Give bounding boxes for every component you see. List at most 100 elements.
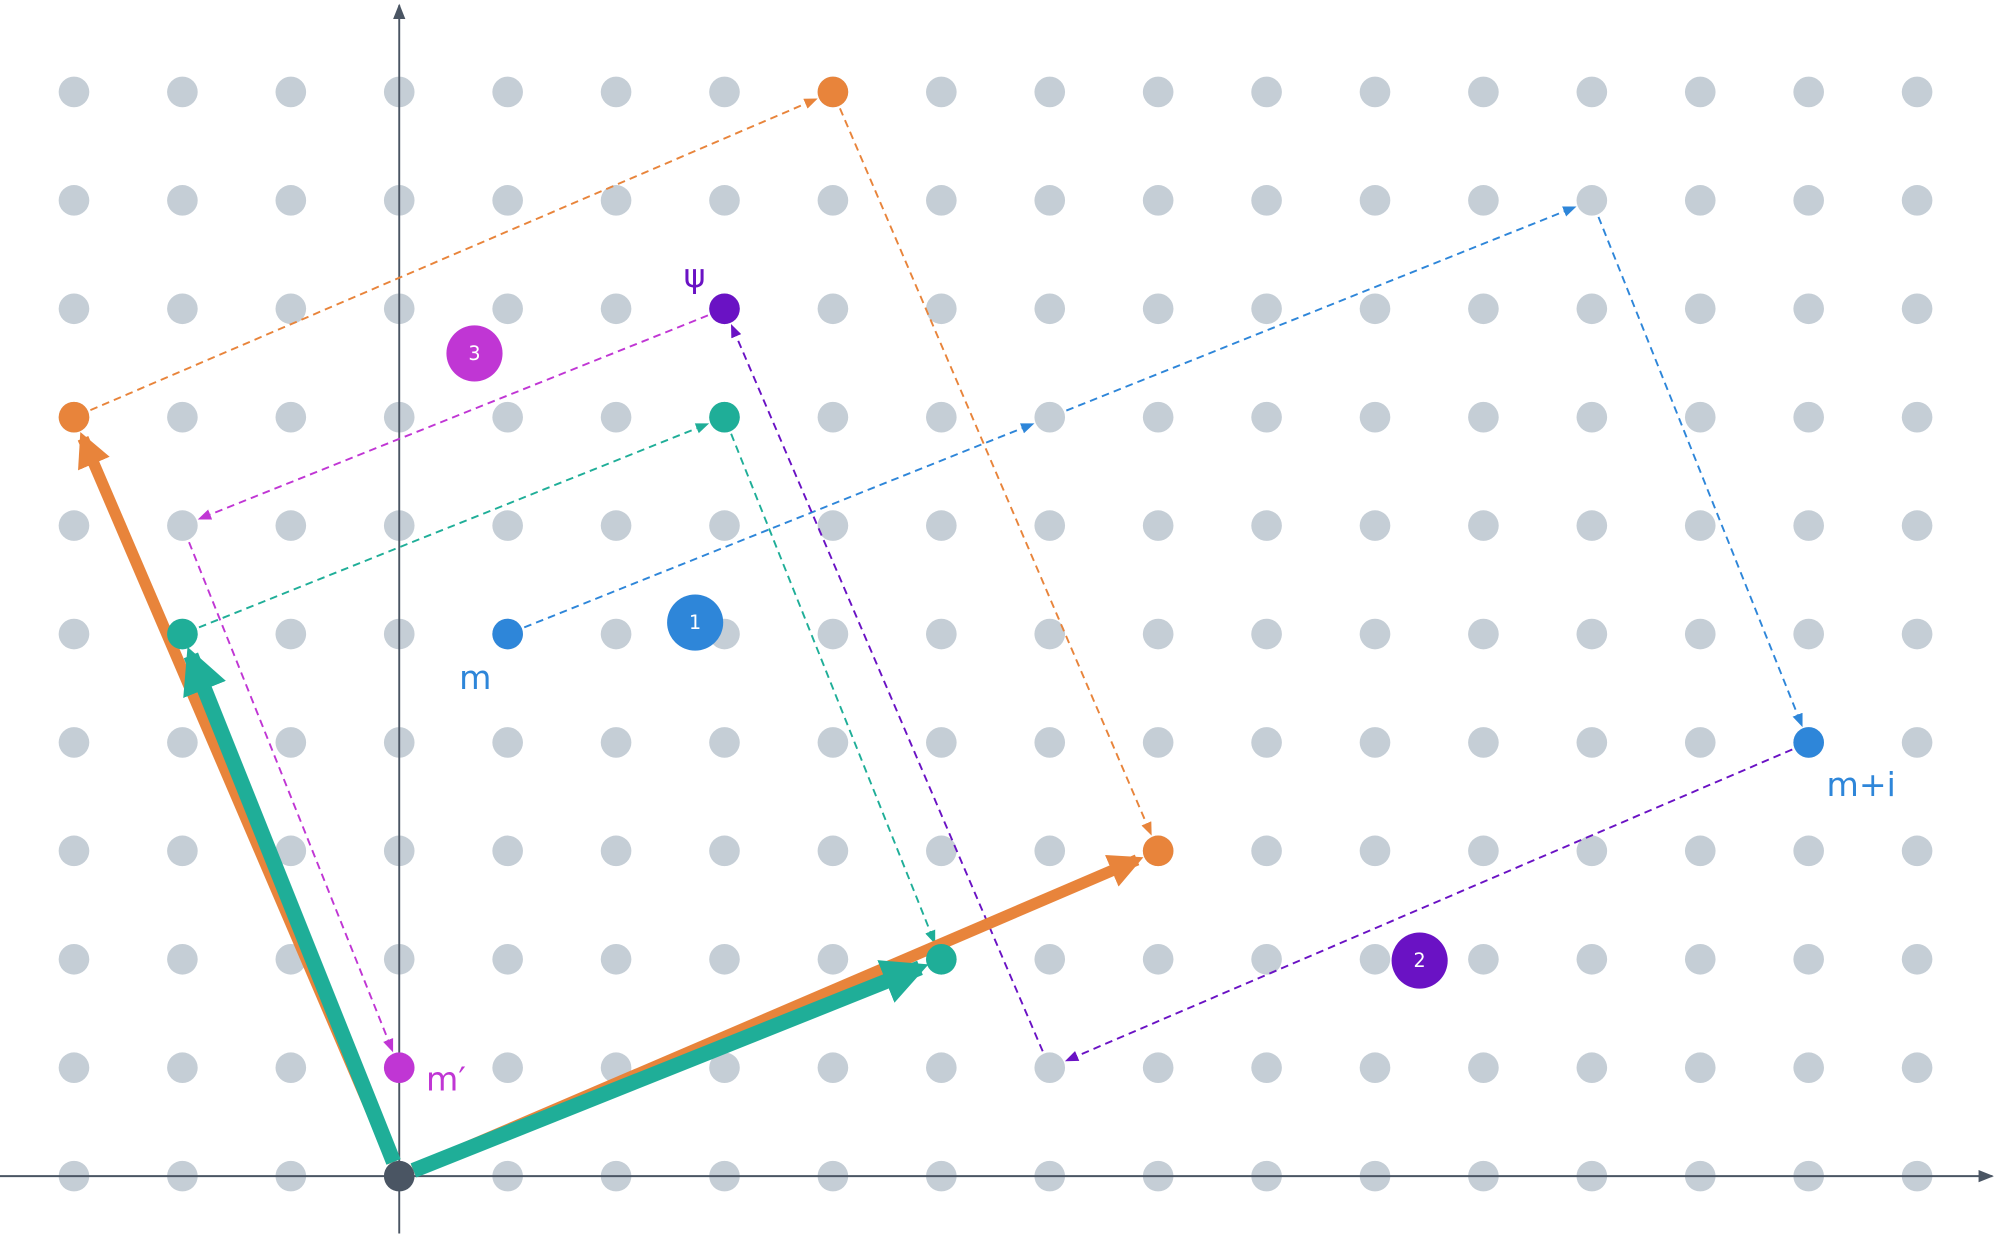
lattice-dot [1793,293,1824,325]
lattice-dot [167,510,198,541]
lattice [58,76,1933,1192]
point [817,76,849,108]
lattice-dot [1684,618,1716,650]
lattice-dot [600,727,632,758]
lattice-dot [600,185,632,216]
lattice-dot [1684,401,1716,433]
lattice-dot [492,510,523,541]
lattice-dot [1576,618,1608,650]
step-number: 3 [468,342,480,365]
lattice-dot [1142,293,1174,325]
lattice-dot [1468,76,1499,108]
lattice-dot [1901,727,1933,758]
step-badge [1391,932,1448,989]
dashed-arrow [730,433,936,944]
lattice-dot [926,835,957,867]
lattice-dot [1901,835,1933,867]
lattice-dot [1901,185,1933,216]
lattice-dot [1684,835,1716,867]
lattice-dot [275,401,307,433]
lattice-dot [1359,185,1391,216]
lattice-dot [1576,76,1608,108]
step-badge [446,325,503,382]
m-label: m [459,658,491,697]
dashed-arrow [188,541,394,1053]
point [1793,727,1824,758]
lattice-dot [1468,293,1499,325]
lattice-dot [1034,1052,1066,1084]
dashed-arrow [1597,216,1803,728]
lattice-dot [492,293,523,325]
lattice-dot [926,727,957,758]
lattice-dot [709,835,740,867]
lattice-dot [709,727,740,758]
lattice-dot [1142,943,1174,975]
lattice-dot [600,76,632,108]
lattice-dot [167,401,198,433]
lattice-dot [167,293,198,325]
lattice-dot [1793,943,1824,975]
lattice-dot [1468,185,1499,216]
lattice-dot [1901,293,1933,325]
dashed-arrow [90,98,818,412]
lattice-dot [1468,943,1499,975]
lattice-dot [1576,185,1608,216]
lattice-dot [275,76,307,108]
step-number: 2 [1414,949,1426,972]
lattice-dot [492,76,523,108]
lattice-dot [1576,1052,1608,1084]
lattice-dot [1034,618,1066,650]
lattice-dot [1251,76,1282,108]
point [709,293,740,325]
lattice-dot [1034,401,1066,433]
lattice-dot [58,76,90,108]
lattice-dot [817,293,849,325]
lattice-dot [817,943,849,975]
lattice-dot [1793,185,1824,216]
lattice-dot [600,943,632,975]
lattice-dot [926,76,957,108]
lattice-dot [1142,1052,1174,1084]
lattice-dot [58,943,90,975]
lattice-dot [167,76,198,108]
lattice-dot [1468,618,1499,650]
lattice-dot [926,618,957,650]
lattice-dot [492,401,523,433]
lattice-dot [1251,401,1282,433]
lattice-dot [1251,185,1282,216]
lattice-dot [1576,943,1608,975]
lattice-dot [1034,835,1066,867]
lattice-dot [817,1052,849,1084]
lattice-dot [167,943,198,975]
lattice-dot [1034,293,1066,325]
lattice-dot [1901,618,1933,650]
lattice-dot [275,185,307,216]
lattice-dot [275,835,307,867]
lattice-dot [600,293,632,325]
paths [77,98,1803,1178]
lattice-dot [492,835,523,867]
point [58,401,90,433]
lattice-dot [1901,401,1933,433]
lattice-dot [1684,1052,1716,1084]
lattice-dot [1901,510,1933,541]
lattice-dot [1359,727,1391,758]
lattice-dot [58,293,90,325]
dashed-arrow [523,422,1035,629]
lattice-dot [1251,1052,1282,1084]
lattice-dot [1901,943,1933,975]
lattice-dot [492,1052,523,1084]
lattice-dot [600,618,632,650]
dashed-arrow [198,422,710,629]
m-plus-i-label: m+i [1827,765,1896,804]
lattice-dot [1359,1052,1391,1084]
point [383,1052,415,1084]
lattice-dot [709,76,740,108]
lattice-dot [926,510,957,541]
lattice-dot [709,943,740,975]
lattice-dot [1468,1052,1499,1084]
lattice-dot [1468,510,1499,541]
lattice-dot [58,618,90,650]
lattice-dot [1251,618,1282,650]
lattice-dot [1793,510,1824,541]
